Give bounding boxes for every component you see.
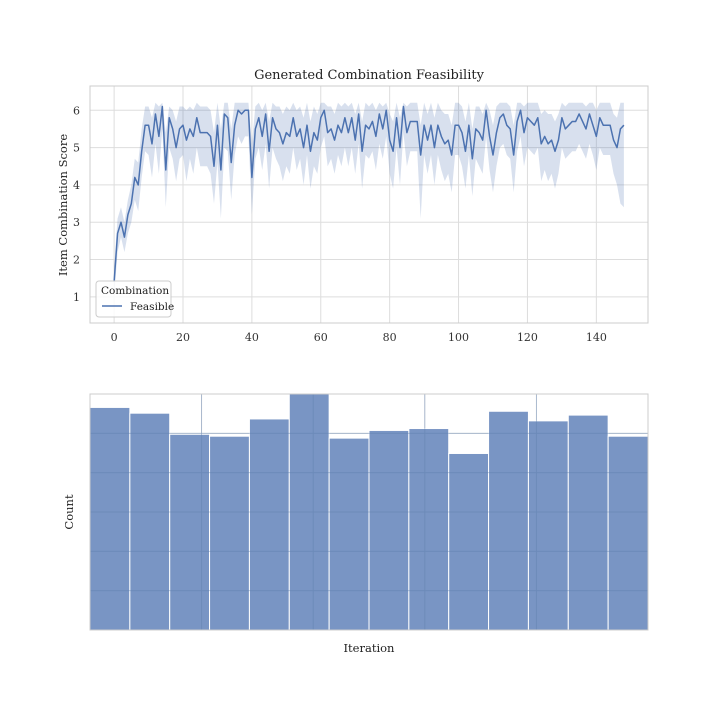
histogram-bar: [209, 435, 250, 631]
y-tick-label: 4: [73, 179, 80, 192]
histogram-bar: [328, 437, 370, 631]
line-chart-x-ticks: 0 20 40 60 80 100 120 140: [111, 331, 607, 344]
legend-box: [95, 280, 172, 318]
legend-entry-feasible: Feasible: [130, 301, 174, 313]
histogram-bar: [408, 428, 450, 631]
histogram-y-axis-title: Count: [62, 494, 76, 530]
line-chart-y-ticks: 1 2 3 4 5 6: [73, 104, 80, 304]
histogram-frame: [89, 393, 649, 631]
x-tick-label: 20: [176, 331, 190, 344]
histogram-grid-overlay: [90, 394, 648, 630]
legend-title: Combination: [101, 285, 169, 297]
line-chart: Generated Combination Feasibility 0 20 40 6…: [56, 68, 649, 344]
histogram-bar: [169, 433, 211, 631]
y-tick-label: 6: [73, 104, 80, 117]
histogram-bar: [368, 429, 410, 631]
x-tick-label: 60: [314, 331, 328, 344]
series-line-layer: [113, 105, 625, 282]
confidence-band-feasible: [114, 102, 624, 297]
histogram-chart: Iteration Count: [62, 393, 649, 655]
histogram-bar: [248, 418, 290, 631]
x-tick-label: 100: [448, 331, 469, 344]
histogram-bar: [527, 420, 569, 631]
x-tick-label: 0: [111, 331, 118, 344]
series-line-feasible: [113, 105, 625, 282]
x-tick-label: 120: [517, 331, 538, 344]
x-tick-label: 140: [586, 331, 607, 344]
line-chart-title: Generated Combination Feasibility: [254, 68, 484, 83]
y-tick-label: 5: [73, 142, 80, 155]
histogram-x-axis-title: Iteration: [344, 641, 396, 655]
legend: Combination Feasible: [95, 280, 174, 318]
histogram-bar: [89, 406, 131, 631]
histogram-bar: [448, 452, 490, 631]
histogram-bar: [607, 435, 649, 631]
y-tick-label: 1: [73, 291, 80, 304]
confidence-band-layer: [114, 102, 624, 297]
x-tick-label: 40: [245, 331, 259, 344]
x-tick-label: 80: [383, 331, 397, 344]
line-chart-y-axis-title: Item Combination Score: [56, 134, 70, 276]
histogram-bar: [129, 412, 171, 631]
line-chart-frame: [89, 85, 649, 324]
y-tick-label: 3: [73, 216, 80, 229]
y-tick-label: 2: [73, 254, 80, 267]
histogram-bar: [488, 410, 529, 631]
histogram-bars: [89, 393, 649, 631]
histogram-bar: [567, 414, 609, 631]
